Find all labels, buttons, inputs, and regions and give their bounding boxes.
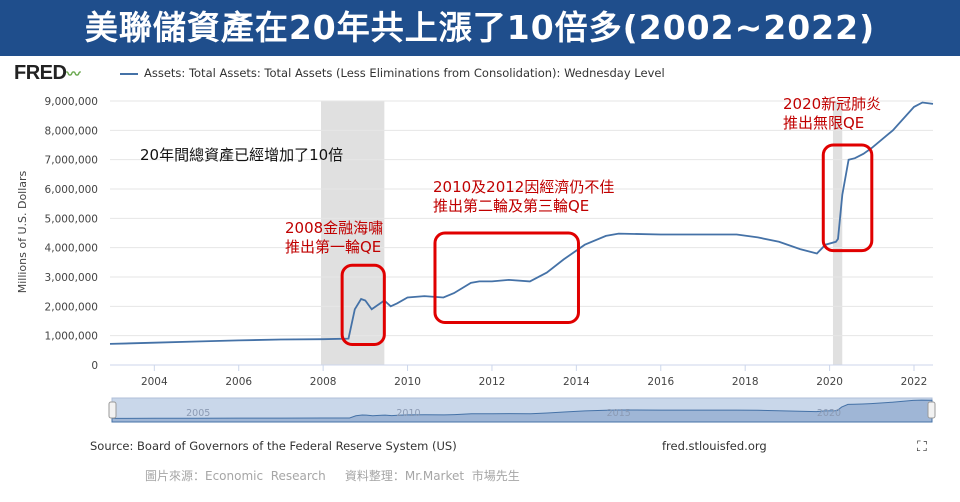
annotation-qe1: 2008金融海嘯 推出第一輪QE (285, 219, 383, 257)
y-tick-label: 2,000,000 (45, 301, 98, 313)
x-tick-label: 2018 (732, 376, 759, 388)
source-text: Source: Board of Governors of the Federa… (90, 439, 457, 453)
recession-band (832, 101, 843, 365)
navigator-handle-left[interactable] (108, 401, 117, 419)
annotation-total: 20年間總資產已經增加了10倍 (140, 146, 344, 164)
x-tick-label: 2016 (647, 376, 674, 388)
y-tick-label: 0 (91, 360, 98, 372)
annotation-qe23-line1: 2010及2012因經濟仍不佳 (433, 178, 615, 196)
image-credit: 圖片來源：Economic Research 資料整理：Mr.Market 市場… (145, 469, 520, 483)
fred-logo-text: FRED (14, 62, 67, 84)
annotation-qe1-line1: 2008金融海嘯 (285, 219, 384, 237)
y-axis-label: Millions of U.S. Dollars (16, 170, 29, 293)
x-tick-label: 2010 (394, 376, 421, 388)
x-tick-label: 2004 (141, 376, 168, 388)
annotation-qe23: 2010及2012因經濟仍不佳 推出第二輪及第三輪QE (433, 178, 614, 216)
navigator-label: 2005 (186, 408, 210, 419)
y-tick-label: 9,000,000 (45, 96, 98, 108)
y-tick-label: 3,000,000 (45, 272, 98, 284)
page-title-banner: 美聯儲資產在20年共上漲了10倍多(2002~2022) (0, 0, 960, 56)
page-title: 美聯儲資產在20年共上漲了10倍多(2002~2022) (84, 8, 876, 47)
qe1-highlight-box (340, 263, 386, 346)
navigator-label: 2015 (607, 408, 631, 419)
y-tick-label: 4,000,000 (45, 243, 98, 255)
legend-swatch (120, 72, 138, 75)
qe23-highlight-box (433, 231, 580, 324)
x-tick-label: 2014 (563, 376, 590, 388)
chart-legend[interactable]: Assets: Total Assets: Total Assets (Less… (120, 66, 665, 80)
legend-label: Assets: Total Assets: Total Assets (Less… (144, 66, 665, 80)
annotation-qe23-line2: 推出第二輪及第三輪QE (433, 197, 590, 215)
annotation-qe1-line2: 推出第一輪QE (285, 238, 382, 256)
x-tick-label: 2006 (225, 376, 252, 388)
navigator-label: 2010 (396, 408, 420, 419)
fullscreen-icon[interactable]: ⛶ (917, 439, 927, 455)
y-tick-label: 6,000,000 (45, 184, 98, 196)
navigator-handle-right[interactable] (927, 401, 936, 419)
y-tick-label: 1,000,000 (45, 331, 98, 343)
fred-logo: FRED〰 (14, 62, 80, 85)
x-tick-label: 2008 (310, 376, 337, 388)
annotation-qe-infinite: 2020新冠肺炎 推出無限QE (783, 95, 881, 133)
x-tick-label: 2022 (901, 376, 928, 388)
qe-infinite-highlight-box (821, 143, 874, 253)
y-tick-label: 7,000,000 (45, 155, 98, 167)
y-tick-label: 8,000,000 (45, 125, 98, 137)
navigator-series (111, 399, 933, 423)
fred-url-link[interactable]: fred.stlouisfed.org (662, 439, 767, 453)
sparkline-icon: 〰 (66, 66, 80, 82)
series-line (109, 101, 934, 345)
annotation-qe-infinite-line2: 推出無限QE (783, 114, 865, 132)
x-tick-label: 2020 (816, 376, 843, 388)
range-navigator[interactable]: 2005 2010 2015 2020 (108, 397, 936, 423)
y-tick-label: 5,000,000 (45, 213, 98, 225)
x-tick-label: 2012 (479, 376, 506, 388)
annotation-qe-infinite-line1: 2020新冠肺炎 (783, 95, 882, 113)
chart-panel (12, 60, 948, 458)
navigator-label: 2020 (817, 408, 841, 419)
